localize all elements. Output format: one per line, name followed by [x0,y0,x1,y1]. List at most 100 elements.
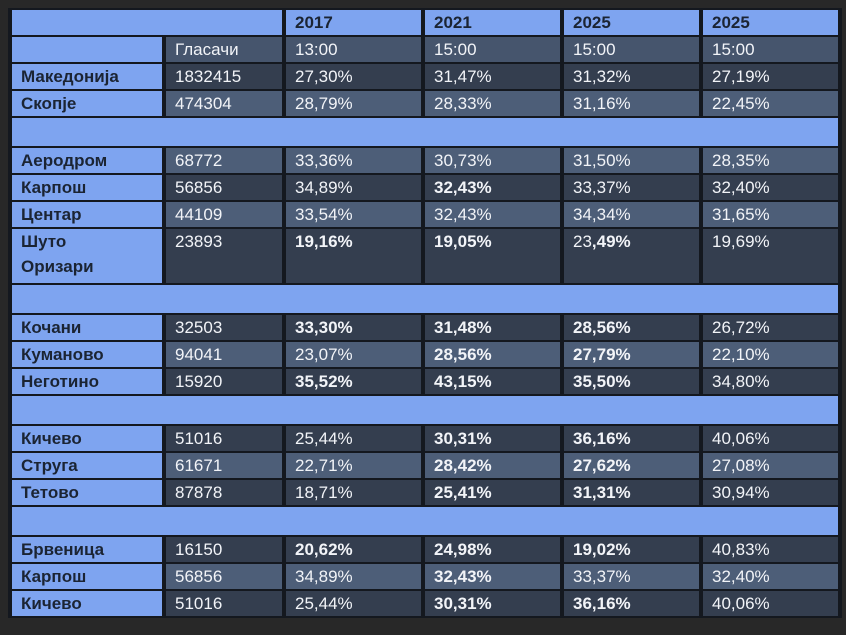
turnout-value-cell[interactable]: 27,08% [699,451,842,480]
turnout-value-cell[interactable]: 27,30% [282,62,425,91]
turnout-value-cell[interactable]: 35,50% [560,367,703,396]
turnout-value-cell[interactable]: 30,94% [699,478,842,507]
turnout-value-cell[interactable]: 28,33% [421,89,564,118]
turnout-value-cell[interactable]: 25,44% [282,424,425,453]
spacer-cell[interactable] [8,394,842,426]
municipality-label-cell[interactable]: Струга [8,451,166,480]
turnout-value-cell[interactable]: 28,42% [421,451,564,480]
voters-value-cell[interactable]: 23893 [162,227,286,285]
turnout-value-cell[interactable]: 31,50% [560,146,703,175]
voters-value-cell[interactable]: 51016 [162,589,286,618]
time-header-cell[interactable]: 15:00 [560,35,703,64]
turnout-value-cell[interactable]: 35,52% [282,367,425,396]
voters-value-cell[interactable]: 94041 [162,340,286,369]
turnout-value-cell[interactable]: 27,62% [560,451,703,480]
turnout-value-cell[interactable]: 19,05% [421,227,564,285]
voters-value-cell[interactable]: 56856 [162,173,286,202]
turnout-value-cell[interactable]: 32,43% [421,200,564,229]
turnout-value-cell[interactable]: 30,31% [421,424,564,453]
turnout-value-cell[interactable]: 24,98% [421,535,564,564]
turnout-value-cell[interactable]: 27,19% [699,62,842,91]
voters-value-cell[interactable]: 32503 [162,313,286,342]
turnout-value-cell[interactable]: 33,37% [560,173,703,202]
voters-value-cell[interactable]: 51016 [162,424,286,453]
turnout-value-cell[interactable]: 34,89% [282,562,425,591]
turnout-value-cell[interactable]: 32,40% [699,562,842,591]
turnout-value-cell[interactable]: 25,41% [421,478,564,507]
turnout-value-cell[interactable]: 25,44% [282,589,425,618]
turnout-value-cell[interactable]: 20,62% [282,535,425,564]
turnout-value-cell[interactable]: 31,48% [421,313,564,342]
turnout-value-cell[interactable]: 34,80% [699,367,842,396]
municipality-label-cell[interactable]: Македонија [8,62,166,91]
municipality-label-cell[interactable]: Карпош [8,562,166,591]
turnout-value-cell[interactable]: 31,32% [560,62,703,91]
turnout-value-cell[interactable]: 32,43% [421,173,564,202]
turnout-value-cell[interactable]: 33,36% [282,146,425,175]
voters-value-cell[interactable]: 61671 [162,451,286,480]
voters-value-cell[interactable]: 44109 [162,200,286,229]
spacer-cell[interactable] [8,283,842,315]
corner-cell[interactable] [8,8,286,37]
turnout-value-cell[interactable]: 40,06% [699,424,842,453]
municipality-label-cell[interactable]: Карпош [8,173,166,202]
turnout-value-cell[interactable]: 31,31% [560,478,703,507]
municipality-label-cell[interactable]: Центар [8,200,166,229]
voters-value-cell[interactable]: 474304 [162,89,286,118]
turnout-value-cell[interactable]: 36,16% [560,589,703,618]
time-header-cell[interactable]: 15:00 [699,35,842,64]
year-header-cell[interactable]: 2025 [699,8,842,37]
turnout-value-cell[interactable]: 28,56% [560,313,703,342]
turnout-value-cell[interactable]: 26,72% [699,313,842,342]
turnout-value-cell[interactable]: 43,15% [421,367,564,396]
turnout-value-cell[interactable]: 40,83% [699,535,842,564]
label-column-header-cell[interactable] [8,35,166,64]
voters-value-cell[interactable]: 68772 [162,146,286,175]
turnout-value-cell[interactable]: 32,43% [421,562,564,591]
voters-value-cell[interactable]: 87878 [162,478,286,507]
turnout-value-cell[interactable]: 22,45% [699,89,842,118]
turnout-value-cell[interactable]: 34,89% [282,173,425,202]
voters-value-cell[interactable]: 1832415 [162,62,286,91]
turnout-value-cell[interactable]: 19,69% [699,227,842,285]
turnout-value-cell[interactable]: 23,49% [560,227,703,285]
turnout-value-cell[interactable]: 28,56% [421,340,564,369]
turnout-value-cell[interactable]: 30,73% [421,146,564,175]
turnout-value-cell[interactable]: 33,37% [560,562,703,591]
municipality-label-cell[interactable]: Куманово [8,340,166,369]
turnout-value-cell[interactable]: 31,16% [560,89,703,118]
municipality-label-cell[interactable]: Неготино [8,367,166,396]
voters-header-cell[interactable]: Гласачи [162,35,286,64]
voters-value-cell[interactable]: 16150 [162,535,286,564]
turnout-value-cell[interactable]: 19,16% [282,227,425,285]
time-header-cell[interactable]: 13:00 [282,35,425,64]
turnout-value-cell[interactable]: 22,10% [699,340,842,369]
municipality-label-cell[interactable]: Кочани [8,313,166,342]
municipality-label-cell[interactable]: Тетово [8,478,166,507]
turnout-value-cell[interactable]: 36,16% [560,424,703,453]
year-header-cell[interactable]: 2017 [282,8,425,37]
turnout-value-cell[interactable]: 19,02% [560,535,703,564]
turnout-value-cell[interactable]: 22,71% [282,451,425,480]
spacer-cell[interactable] [8,505,842,537]
turnout-value-cell[interactable]: 32,40% [699,173,842,202]
turnout-value-cell[interactable]: 33,30% [282,313,425,342]
year-header-cell[interactable]: 2025 [560,8,703,37]
voters-value-cell[interactable]: 56856 [162,562,286,591]
turnout-value-cell[interactable]: 23,07% [282,340,425,369]
municipality-label-cell[interactable]: Шуто Оризари [8,227,166,285]
turnout-value-cell[interactable]: 28,79% [282,89,425,118]
voters-value-cell[interactable]: 15920 [162,367,286,396]
turnout-value-cell[interactable]: 18,71% [282,478,425,507]
municipality-label-cell[interactable]: Кичево [8,589,166,618]
municipality-label-cell[interactable]: Брвеница [8,535,166,564]
year-header-cell[interactable]: 2021 [421,8,564,37]
turnout-value-cell[interactable]: 28,35% [699,146,842,175]
turnout-value-cell[interactable]: 34,34% [560,200,703,229]
municipality-label-cell[interactable]: Аеродром [8,146,166,175]
turnout-value-cell[interactable]: 33,54% [282,200,425,229]
time-header-cell[interactable]: 15:00 [421,35,564,64]
turnout-value-cell[interactable]: 40,06% [699,589,842,618]
municipality-label-cell[interactable]: Скопје [8,89,166,118]
turnout-value-cell[interactable]: 31,47% [421,62,564,91]
